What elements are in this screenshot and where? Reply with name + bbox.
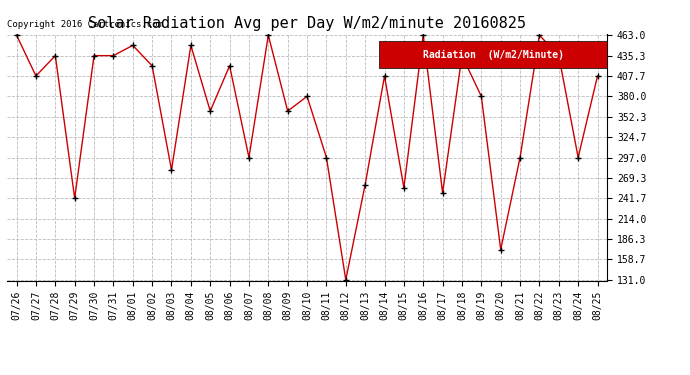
Text: Copyright 2016 Cartronics.com: Copyright 2016 Cartronics.com (7, 20, 163, 29)
Title: Solar Radiation Avg per Day W/m2/minute 20160825: Solar Radiation Avg per Day W/m2/minute … (88, 16, 526, 31)
FancyBboxPatch shape (379, 41, 607, 68)
Text: Radiation  (W/m2/Minute): Radiation (W/m2/Minute) (423, 50, 564, 60)
